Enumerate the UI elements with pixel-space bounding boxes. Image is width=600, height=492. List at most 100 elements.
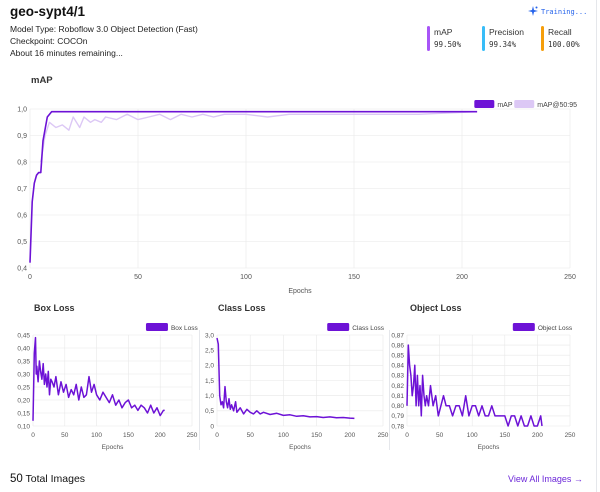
x-tick-label: 0	[215, 432, 219, 439]
y-tick-label: 1,5	[205, 378, 214, 385]
x-tick-label: 150	[311, 432, 322, 439]
metric-recall-label: Recall	[548, 27, 572, 37]
y-tick-label: 0,84	[391, 363, 404, 370]
x-axis-label: Epochs	[288, 288, 312, 295]
legend-label: mAP	[497, 102, 513, 109]
map-chart: mAP 0,4 0,5 0,6 0,7 0,8 0,9 1,0 0 50 100 150 200 250 E…	[17, 75, 577, 295]
y-tick-label: 3,0	[205, 332, 214, 339]
metric-map-label: mAP	[434, 27, 453, 37]
y-tick-label: 0,83	[391, 373, 404, 380]
x-tick-label: 150	[123, 432, 134, 439]
x-tick-label: 100	[240, 274, 252, 281]
y-tick-label: 0,45	[17, 332, 30, 339]
legend-swatch	[145, 323, 168, 331]
y-tick-label: 0,25	[17, 384, 30, 391]
x-tick-label: 0	[405, 432, 409, 439]
view-all-images-link[interactable]: View All Images →	[508, 474, 583, 484]
x-tick-label: 0	[31, 432, 35, 439]
y-tick-label: 0,85	[391, 353, 404, 360]
x-tick-label: 150	[348, 274, 360, 281]
metric-recall-bar	[541, 26, 544, 51]
metric-precision-value: 99.34%	[489, 40, 517, 49]
y-tick-label: 0,87	[391, 332, 404, 339]
sparkle-icon	[528, 3, 538, 21]
y-tick-label: 1,0	[205, 393, 214, 400]
object-loss-chart: Object Loss 0,78 0,79 0,80 0,81 0,82 0,83 0,84 0…	[391, 303, 575, 451]
y-tick-label: 0,35	[17, 358, 30, 365]
eta-text: About 16 minutes remaining...	[10, 48, 123, 58]
x-tick-label: 250	[187, 432, 198, 439]
chart-title: Class Loss	[218, 303, 266, 313]
series-line-map-50-95	[40, 111, 478, 163]
page-title: geo-sypt4/1	[10, 4, 86, 19]
total-images: 50 Total Images	[10, 473, 85, 485]
x-axis-label: Epochs	[102, 444, 124, 451]
x-tick-label: 50	[436, 432, 444, 439]
y-tick-label: 0,82	[391, 383, 404, 390]
x-tick-label: 200	[532, 432, 543, 439]
series-line-map	[29, 110, 478, 263]
chart-divider	[199, 330, 200, 450]
y-tick-label: 0,79	[391, 413, 404, 420]
metric-recall-value: 100.00%	[548, 40, 580, 49]
box-loss-chart: Box Loss 0,10 0,15 0,20 0,25 0,30 0,35 0,40 0,45…	[17, 303, 198, 451]
y-tick-label: 0,20	[17, 397, 30, 404]
class-loss-chart: Class Loss 0 0,5 1,0 1,5 2,0 2,5 3,0 0 50 100 150 20…	[205, 303, 389, 451]
checkpoint: Checkpoint: COCOn	[10, 36, 88, 46]
y-tick-label: 0,78	[391, 423, 404, 430]
y-tick-label: 0,5	[205, 408, 214, 415]
legend-label: mAP@50:95	[537, 102, 577, 109]
y-tick-label: 1,0	[17, 106, 27, 113]
x-tick-label: 250	[564, 274, 576, 281]
model-type: Model Type: Roboflow 3.0 Object Detectio…	[10, 24, 198, 34]
y-tick-label: 0,7	[17, 186, 27, 193]
y-tick-label: 0,10	[17, 423, 30, 430]
y-tick-label: 0	[210, 423, 214, 430]
y-tick-label: 2,0	[205, 363, 214, 370]
legend-label: Box Loss	[171, 325, 198, 332]
x-tick-label: 200	[456, 274, 468, 281]
y-tick-label: 0,5	[17, 239, 27, 246]
training-label: Training...	[541, 8, 588, 16]
metric-recall: Recall 100.00%	[541, 26, 580, 51]
x-tick-label: 200	[344, 432, 355, 439]
metric-map: mAP 99.50%	[427, 26, 461, 51]
training-status: Training...	[528, 6, 588, 18]
y-tick-label: 0,8	[17, 159, 27, 166]
chart-title: Box Loss	[34, 303, 75, 313]
x-tick-label: 100	[278, 432, 289, 439]
legend-swatch	[327, 323, 350, 331]
metric-precision-bar	[482, 26, 485, 51]
chart-title: Object Loss	[410, 303, 462, 313]
right-divider	[596, 0, 597, 492]
x-tick-label: 150	[499, 432, 510, 439]
y-tick-label: 0,81	[391, 393, 404, 400]
metric-precision-label: Precision	[489, 27, 524, 37]
y-tick-label: 0,86	[391, 342, 404, 349]
y-tick-label: 0,9	[17, 133, 27, 140]
x-axis-label: Epochs	[478, 444, 500, 451]
metric-map-value: 99.50%	[434, 40, 462, 49]
series-line-class-loss	[216, 337, 355, 420]
y-tick-label: 0,80	[391, 403, 404, 410]
legend-swatch	[512, 323, 535, 331]
y-tick-label: 0,6	[17, 212, 27, 219]
x-tick-label: 100	[91, 432, 102, 439]
total-images-count: 50	[10, 473, 23, 485]
x-tick-label: 50	[134, 274, 142, 281]
legend-label: Class Loss	[352, 325, 385, 332]
legend-swatch	[514, 100, 535, 108]
metric-precision: Precision 99.34%	[482, 26, 524, 51]
y-tick-label: 0,30	[17, 371, 30, 378]
legend-label: Object Loss	[538, 325, 573, 332]
x-axis-label: Epochs	[289, 444, 311, 451]
total-images-label: Total Images	[25, 473, 86, 485]
legend-swatch	[474, 100, 495, 108]
x-tick-label: 50	[61, 432, 69, 439]
chart-title: mAP	[31, 75, 53, 86]
x-tick-label: 100	[467, 432, 478, 439]
x-tick-label: 0	[28, 274, 32, 281]
x-tick-label: 200	[155, 432, 166, 439]
x-tick-label: 250	[378, 432, 389, 439]
y-tick-label: 0,4	[17, 265, 27, 272]
